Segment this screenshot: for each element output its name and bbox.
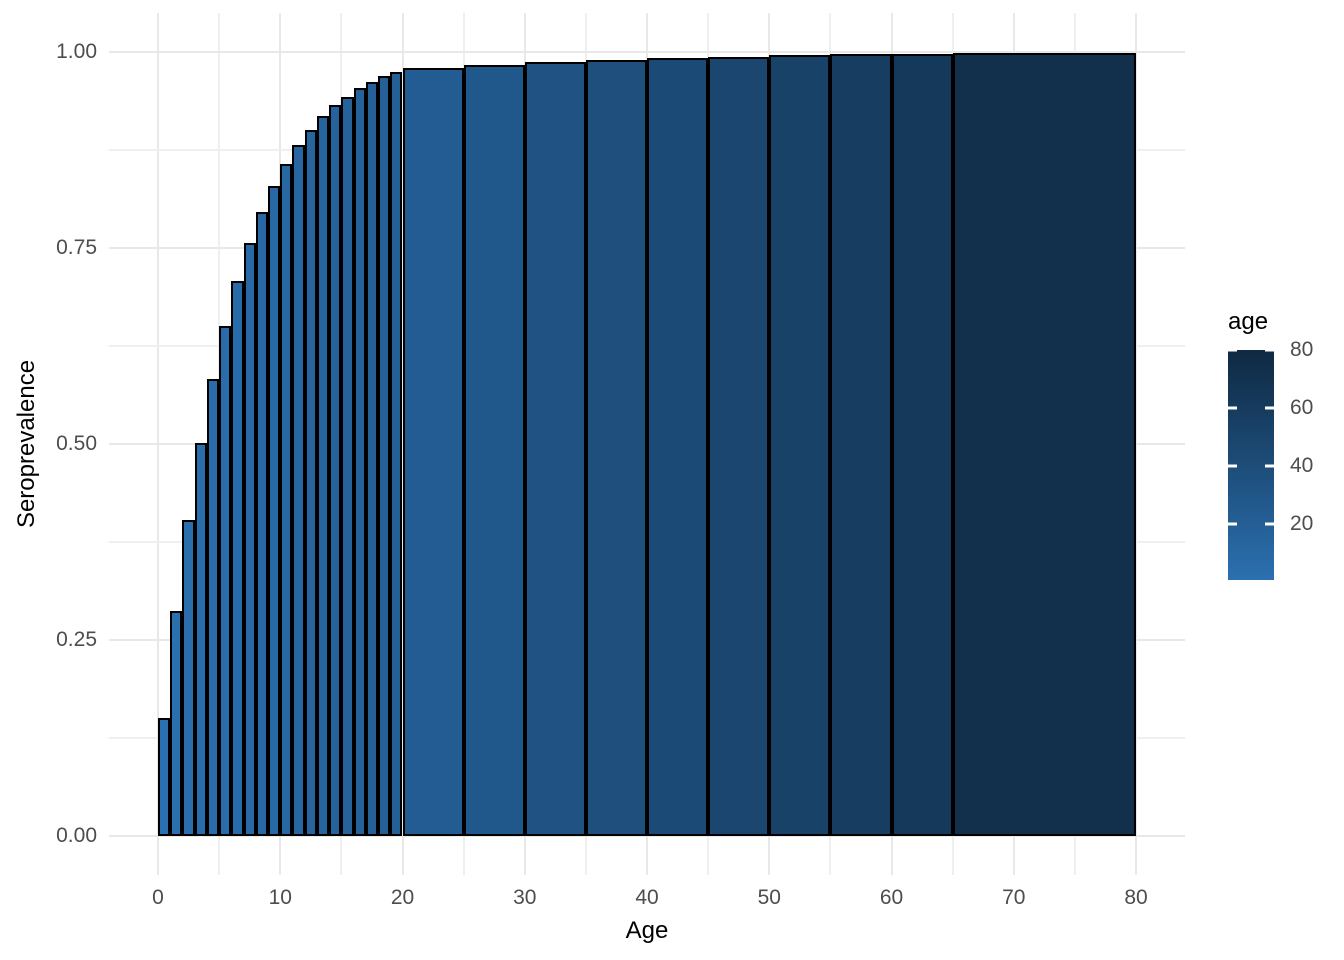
bar-age-55-60 xyxy=(830,54,892,836)
legend-tick-label: 80 xyxy=(1290,338,1314,361)
bar-age-40-45 xyxy=(647,58,709,836)
legend-title: age xyxy=(1228,308,1269,335)
colorbar-tick xyxy=(1228,406,1237,410)
bar-age-8-9 xyxy=(255,211,269,836)
x-tick-label: 20 xyxy=(390,886,415,909)
bar-age-5-6 xyxy=(219,325,232,836)
bar-age-35-40 xyxy=(585,59,647,836)
legend-tick-label: 40 xyxy=(1290,453,1314,477)
bar-age-14-15 xyxy=(329,105,342,836)
bar-age-60-65 xyxy=(891,53,953,836)
y-major-gridline xyxy=(109,835,1185,837)
y-tick-label: 0.00 xyxy=(56,824,97,847)
bar-age-17-18 xyxy=(365,81,379,836)
x-tick-label: 40 xyxy=(635,886,659,909)
colorbar-tick xyxy=(1265,348,1274,352)
bar-age-3-4 xyxy=(194,443,207,836)
colorbar-tick xyxy=(1228,348,1237,352)
x-tick-label: 10 xyxy=(268,886,292,909)
colorbar-tick xyxy=(1265,522,1274,526)
bar-age-30-35 xyxy=(524,62,586,836)
colorbar-tick xyxy=(1265,406,1274,410)
bar-age-11-12 xyxy=(292,145,305,836)
bar-age-45-50 xyxy=(708,56,770,836)
legend-tick-label: 60 xyxy=(1290,395,1314,419)
bar-age-25-30 xyxy=(463,64,525,836)
x-tick-label: 60 xyxy=(879,886,904,909)
bar-age-20-25 xyxy=(402,67,464,836)
bar-age-4-5 xyxy=(206,378,220,836)
x-tick-label: 30 xyxy=(513,886,537,909)
x-tick-label: 50 xyxy=(757,886,781,909)
y-tick-label: 0.50 xyxy=(56,432,97,455)
y-tick-label: 0.75 xyxy=(56,236,97,259)
bar-age-6-7 xyxy=(231,280,244,836)
y-tick-label: 1.00 xyxy=(56,40,97,63)
bar-age-9-10 xyxy=(268,186,281,836)
bar-age-65-80 xyxy=(952,52,1136,836)
bar-age-12-13 xyxy=(304,129,317,836)
y-major-gridline xyxy=(109,51,1185,53)
x-tick-label: 80 xyxy=(1124,886,1148,909)
bar-age-7-8 xyxy=(243,243,256,836)
bar-age-13-14 xyxy=(316,116,330,836)
bar-age-16-17 xyxy=(353,88,366,836)
bar-age-10-11 xyxy=(280,164,293,836)
bar-age-50-55 xyxy=(769,55,831,836)
bar-age-2-3 xyxy=(182,520,195,836)
y-tick-label: 0.25 xyxy=(56,628,97,651)
bar-age-18-19 xyxy=(378,75,391,836)
colorbar-tick xyxy=(1228,464,1237,468)
colorbar-tick xyxy=(1265,464,1274,468)
bar-age-15-16 xyxy=(341,96,354,836)
x-axis-title: Age xyxy=(625,917,669,944)
bar-age-0-1 xyxy=(158,718,171,836)
legend-tick-label: 20 xyxy=(1290,511,1314,535)
y-axis-title: Seroprevalence xyxy=(13,359,40,529)
colorbar-tick xyxy=(1228,522,1237,526)
bar-age-19-20 xyxy=(390,71,403,836)
x-tick-label: 70 xyxy=(1002,886,1026,909)
bar-age-1-2 xyxy=(170,610,183,836)
x-tick-label: 0 xyxy=(152,886,164,909)
